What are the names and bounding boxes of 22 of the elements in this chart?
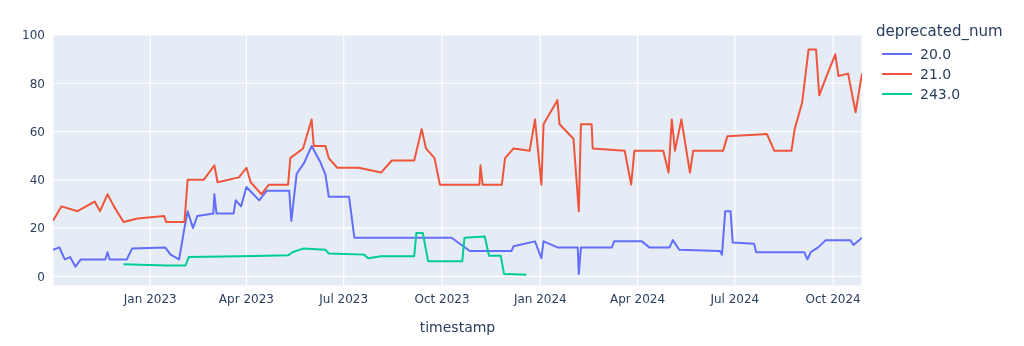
y-tick-label: 20 [29, 221, 45, 236]
x-tick-label: Oct 2024 [805, 291, 861, 306]
line-series [122, 231, 528, 276]
legend-label: 21.0 [920, 66, 952, 82]
legend-label: 20.0 [920, 46, 952, 62]
y-tick-label: 60 [29, 124, 45, 139]
y-tick-label: 0 [37, 269, 45, 284]
y-tick-label: 100 [22, 28, 45, 43]
legend-label: 243.0 [920, 86, 961, 102]
x-tick-label: Oct 2023 [414, 291, 470, 306]
x-tick-label: Apr 2024 [610, 291, 666, 306]
legend-title: deprecated_num [876, 22, 1003, 40]
line-series [53, 48, 862, 224]
x-tick-label: Jul 2024 [709, 291, 760, 306]
y-tick-label: 40 [29, 173, 45, 188]
y-tick-label: 80 [29, 76, 45, 91]
x-tick-label: Apr 2023 [218, 291, 274, 306]
x-tick-label: Jan 2023 [122, 291, 177, 306]
line-series [53, 145, 862, 275]
x-tick-label: Jan 2024 [512, 291, 567, 306]
x-tick-label: Jul 2023 [318, 291, 369, 306]
x-axis-title: timestamp [419, 319, 496, 335]
